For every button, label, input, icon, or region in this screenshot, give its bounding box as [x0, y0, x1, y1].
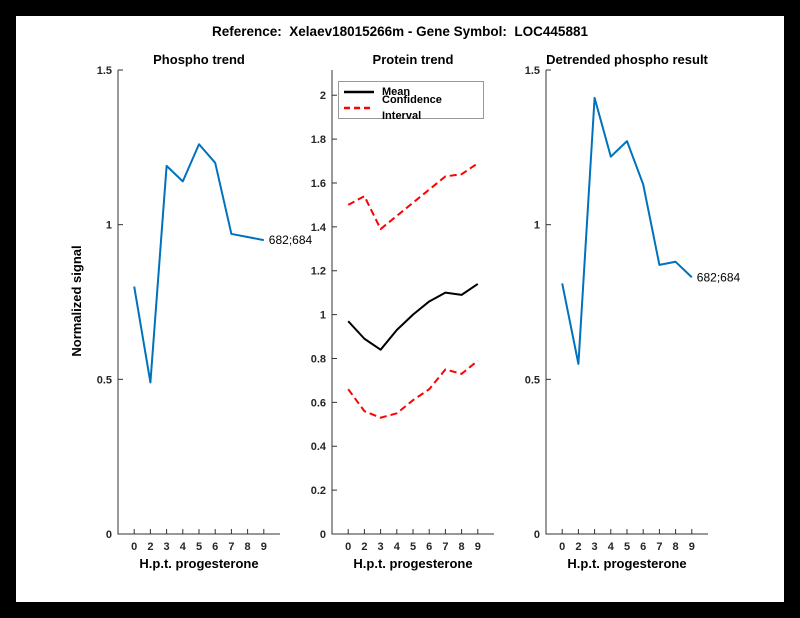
x-tick-label: 3 — [164, 541, 170, 553]
y-tick-label: 1.8 — [311, 134, 326, 146]
x-tick-label: 4 — [608, 541, 615, 553]
y-tick-label: 1.4 — [311, 222, 327, 234]
y-tick-label: 0.5 — [97, 374, 112, 386]
x-tick-label: 8 — [459, 541, 465, 553]
x-tick-label: 0 — [559, 541, 565, 553]
x-tick-label: 4 — [394, 541, 401, 553]
endpoint-label: 682;684 — [697, 270, 741, 284]
x-tick-label: 6 — [640, 541, 646, 553]
plot2-xlabel: H.p.t. progesterone — [353, 556, 473, 571]
y-tick-label: 0.4 — [311, 441, 327, 453]
mean-line-sample — [344, 90, 374, 94]
ci-line-sample — [344, 106, 374, 110]
y-tick-label: 1.5 — [525, 65, 540, 77]
legend-label-mean: Mean — [382, 86, 411, 98]
axis-spines — [331, 70, 494, 535]
x-tick-label: 3 — [378, 541, 384, 553]
x-tick-label: 5 — [410, 541, 416, 553]
x-tick-label: 2 — [147, 541, 153, 553]
x-tick-label: 3 — [592, 541, 598, 553]
y-tick-label: 0 — [320, 529, 326, 541]
y-tick-label: 0.2 — [311, 485, 326, 497]
x-tick-label: 5 — [196, 541, 202, 553]
figure-title: Reference: Xelaev18015266m - Gene Symbol… — [212, 24, 588, 39]
plot1-title: Phospho trend — [153, 52, 245, 67]
y-tick-label: 2 — [320, 90, 326, 102]
x-tick-label: 2 — [361, 541, 367, 553]
x-tick-label: 6 — [212, 541, 218, 553]
x-tick-label: 9 — [689, 541, 695, 553]
x-tick-label: 0 — [345, 541, 351, 553]
series-ci-upper — [347, 162, 479, 231]
legend-label-ci: Confidence Interval — [382, 94, 442, 122]
y-tick-label: 1.2 — [311, 266, 326, 278]
y-tick-label: 1 — [106, 220, 112, 232]
y-tick-label: 0.6 — [311, 397, 326, 409]
x-tick-label: 8 — [673, 541, 679, 553]
x-tick-label: 9 — [261, 541, 267, 553]
x-tick-label: 7 — [656, 541, 662, 553]
plot3-title: Detrended phospho result — [546, 52, 708, 67]
x-tick-label: 7 — [442, 541, 448, 553]
x-tick-label: 5 — [624, 541, 630, 553]
series-ci-lower — [347, 359, 479, 419]
y-tick-label: 1 — [534, 220, 540, 232]
legend-item-ci: Confidence Interval — [339, 94, 483, 122]
x-tick-label: 8 — [245, 541, 251, 553]
y-tick-label: 0 — [534, 529, 540, 541]
legend: Mean Confidence Interval — [338, 81, 484, 122]
x-tick-label: 7 — [228, 541, 234, 553]
x-tick-label: 9 — [475, 541, 481, 553]
y-tick-label: 1.6 — [311, 178, 326, 190]
y-tick-label: 0.5 — [525, 374, 540, 386]
plot2-title: Protein trend — [372, 52, 454, 67]
x-tick-label: 4 — [180, 541, 187, 553]
series-phospho — [133, 143, 264, 384]
legend-item-mean: Mean — [339, 84, 483, 100]
endpoint-label: 682;684 — [269, 233, 313, 247]
axis-spines — [545, 70, 708, 535]
x-tick-label: 0 — [131, 541, 137, 553]
series-mean — [347, 283, 479, 351]
y-tick-label: 1 — [320, 310, 326, 322]
x-tick-label: 6 — [426, 541, 432, 553]
matlab-figure: Reference: Xelaev18015266m - Gene Symbol… — [16, 16, 784, 602]
y-tick-label: 0.8 — [311, 353, 326, 365]
y-tick-label: 0 — [106, 529, 112, 541]
axis-spines — [117, 70, 280, 535]
y-tick-label: 1.5 — [97, 65, 112, 77]
plot3-xlabel: H.p.t. progesterone — [567, 556, 687, 571]
x-tick-label: 2 — [575, 541, 581, 553]
plot1-xlabel: H.p.t. progesterone — [139, 556, 259, 571]
series-detrended — [561, 96, 693, 365]
